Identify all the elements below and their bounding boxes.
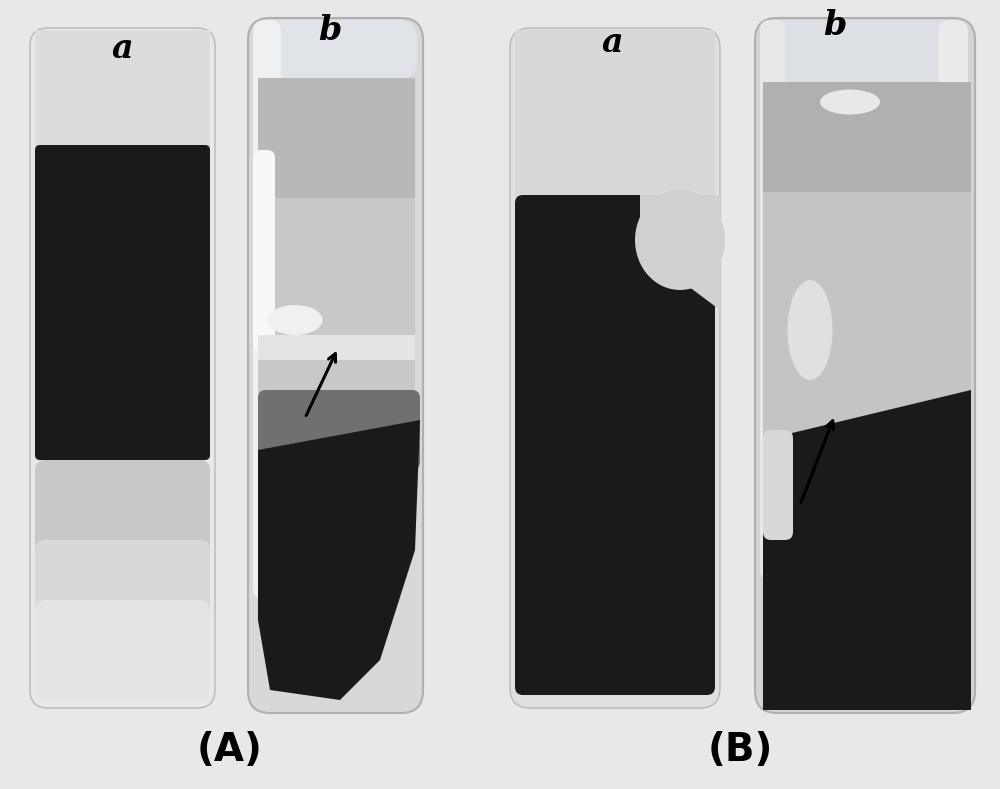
FancyBboxPatch shape — [760, 20, 785, 580]
Ellipse shape — [820, 89, 880, 114]
FancyBboxPatch shape — [763, 430, 793, 540]
FancyBboxPatch shape — [35, 460, 210, 695]
FancyBboxPatch shape — [755, 18, 975, 713]
Text: b: b — [823, 9, 847, 42]
FancyBboxPatch shape — [258, 390, 420, 470]
FancyBboxPatch shape — [35, 145, 210, 460]
Text: (A): (A) — [197, 731, 263, 769]
Text: b: b — [318, 13, 342, 47]
Bar — [258, 198, 415, 428]
Bar — [763, 192, 971, 442]
Bar — [258, 335, 415, 360]
FancyBboxPatch shape — [35, 540, 210, 695]
Text: (B): (B) — [707, 731, 773, 769]
FancyBboxPatch shape — [248, 18, 423, 713]
Ellipse shape — [788, 280, 832, 380]
Text: a: a — [111, 32, 133, 65]
FancyBboxPatch shape — [762, 20, 968, 85]
FancyBboxPatch shape — [255, 20, 417, 80]
FancyBboxPatch shape — [30, 28, 215, 708]
Polygon shape — [258, 420, 420, 700]
FancyBboxPatch shape — [515, 195, 715, 695]
FancyBboxPatch shape — [763, 560, 971, 705]
Ellipse shape — [635, 190, 725, 290]
FancyBboxPatch shape — [510, 28, 720, 708]
Polygon shape — [763, 390, 971, 710]
FancyBboxPatch shape — [253, 150, 275, 350]
Bar — [35, 30, 210, 160]
FancyBboxPatch shape — [35, 600, 210, 700]
Bar — [258, 78, 415, 198]
Polygon shape — [640, 195, 720, 310]
FancyBboxPatch shape — [253, 20, 281, 600]
FancyBboxPatch shape — [938, 20, 968, 470]
Text: a: a — [601, 25, 623, 58]
Bar — [763, 82, 971, 192]
Ellipse shape — [268, 305, 322, 335]
Bar — [515, 30, 715, 200]
